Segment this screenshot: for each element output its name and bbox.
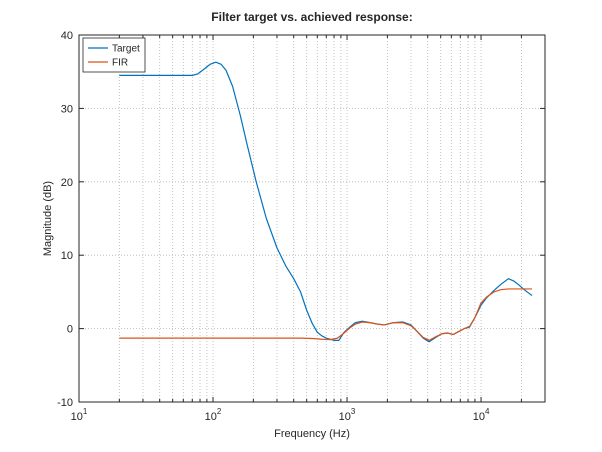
ticks (78, 34, 546, 403)
plot-area (79, 35, 545, 402)
x-tick-label: 102 (205, 407, 222, 423)
y-tick-label: 20 (61, 177, 73, 189)
legend-box (82, 37, 146, 73)
x-tick-label: 103 (339, 407, 356, 423)
series-line-fir (119, 288, 533, 341)
legend-label-target: Target (112, 44, 140, 55)
y-tick-label: 30 (61, 103, 73, 115)
y-axis-label: Magnitude (dB) (42, 181, 54, 256)
x-axis-label: Frequency (Hz) (274, 428, 350, 440)
series-layer (119, 61, 533, 343)
plot-frame (78, 34, 546, 403)
tick-labels: -10 0 10 20 30 40 101 102 103 104 (57, 30, 490, 423)
grid (78, 35, 546, 402)
y-tick-label: 40 (61, 30, 73, 42)
y-tick-label: 10 (61, 250, 73, 262)
x-tick-label: 101 (71, 407, 88, 423)
x-tick-label: 104 (473, 407, 490, 423)
y-tick-label: 0 (67, 324, 73, 336)
legend: Target FIR (82, 37, 146, 73)
y-tick-label: -10 (57, 397, 73, 409)
legend-label-fir: FIR (112, 58, 128, 69)
chart-title: Filter target vs. achieved response: (211, 10, 412, 24)
